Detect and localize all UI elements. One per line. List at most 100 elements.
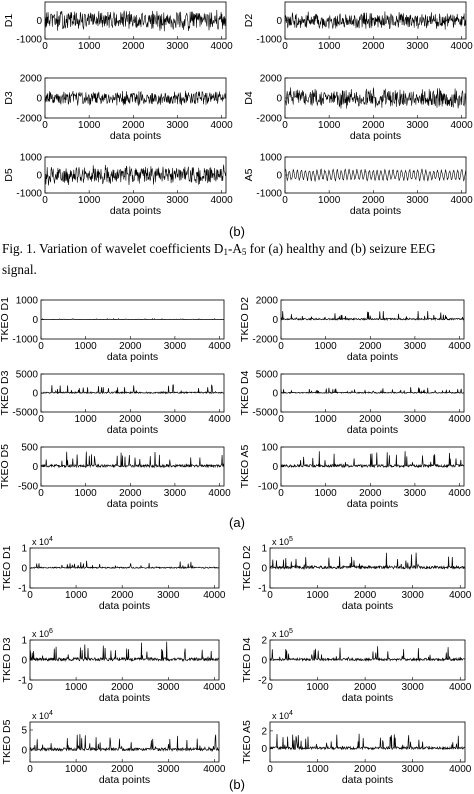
- x-tick-label: 0: [42, 195, 48, 206]
- x-axis-label: data points: [350, 205, 401, 217]
- x-axis-label: data points: [347, 424, 398, 436]
- y-tick-label: -1000: [256, 189, 282, 200]
- signal-trace: [40, 451, 225, 469]
- x-axis-label: data points: [107, 424, 158, 436]
- x-tick-label: 3000: [166, 195, 189, 206]
- x-tick-label: 4000: [448, 414, 471, 425]
- x-axis-label: data points: [342, 774, 393, 786]
- y-tick-label: -500: [18, 482, 38, 493]
- signal-trace: [29, 734, 220, 752]
- y-axis-label: TKEO A5: [241, 720, 253, 764]
- x-tick-label: 1000: [306, 682, 329, 693]
- x-tick-label: 0: [27, 682, 33, 693]
- exponent-value: 4: [49, 536, 53, 543]
- y-tick-label: 0: [36, 16, 42, 27]
- x-tick-label: 2000: [354, 764, 377, 775]
- x-tick-label: 0: [282, 120, 288, 131]
- x-tick-label: 1000: [306, 764, 329, 775]
- y-tick-label: -5000: [252, 408, 278, 419]
- x-tick-label: 0: [278, 341, 284, 352]
- x-axis-label: data points: [342, 600, 393, 612]
- x-tick-label: 1000: [315, 488, 338, 499]
- x-tick-label: 4000: [450, 41, 473, 52]
- x-axis-label: data points: [110, 130, 161, 142]
- x-axis-label: data points: [99, 774, 150, 786]
- x-tick-label: 3000: [157, 682, 180, 693]
- x-tick-label: 2000: [111, 682, 134, 693]
- x-tick-label: 2000: [111, 764, 134, 775]
- x-axis-label: data points: [350, 130, 401, 142]
- y-tick-label: 0: [32, 315, 38, 326]
- x-tick-label: 0: [27, 764, 33, 775]
- x-tick-label: 3000: [402, 590, 425, 601]
- x-tick-label: 3000: [406, 195, 429, 206]
- plot-frame: [29, 721, 220, 763]
- x-tick-label: 0: [42, 120, 48, 131]
- x-axis-label: data points: [347, 351, 398, 363]
- y-tick-label: 0: [276, 171, 282, 182]
- x-tick-label: 3000: [157, 590, 180, 601]
- x-tick-label: 2000: [122, 195, 145, 206]
- exponent-label: x 106: [32, 628, 53, 639]
- x-tick-label: 0: [267, 764, 273, 775]
- x-tick-label: 3000: [404, 414, 427, 425]
- x-tick-label: 2000: [359, 341, 382, 352]
- y-tick-label: -1000: [16, 189, 42, 200]
- x-axis-label: data points: [107, 498, 158, 510]
- y-tick-label: 0: [32, 389, 38, 400]
- y-tick-label: 0: [21, 746, 27, 757]
- caption-text-before: Variation of wavelet coefficients D: [36, 241, 224, 256]
- y-tick-label: 100: [261, 443, 278, 454]
- x-tick-label: 4000: [450, 195, 473, 206]
- y-tick-label: 1000: [260, 153, 283, 164]
- y-tick-label: 1: [261, 544, 267, 555]
- x-tick-label: 0: [38, 414, 44, 425]
- y-axis-label: TKEO D1: [1, 545, 13, 590]
- y-axis-label: D5: [3, 168, 15, 182]
- x-tick-label: 2000: [119, 341, 142, 352]
- y-axis-label: D4: [243, 91, 255, 105]
- signal-trace: [44, 9, 227, 32]
- x-tick-label: 2000: [122, 120, 145, 131]
- y-tick-label: -100: [258, 482, 278, 493]
- y-tick-label: -1: [18, 584, 27, 595]
- x-tick-label: 0: [38, 488, 44, 499]
- y-tick-label: -2000: [252, 335, 278, 346]
- figure-1-caption: Fig. 1. Variation of wavelet coefficient…: [2, 240, 472, 278]
- x-tick-label: 3000: [404, 488, 427, 499]
- x-tick-label: 3000: [164, 341, 187, 352]
- y-axis-label: D1: [3, 14, 15, 28]
- plot-frame: [269, 721, 466, 763]
- y-tick-label: 500: [21, 443, 38, 454]
- y-axis-label: TKEO D4: [239, 370, 251, 415]
- exponent-label: x 104: [272, 710, 293, 721]
- signal-trace: [44, 164, 227, 186]
- caption-prefix: Fig. 1.: [2, 241, 37, 256]
- y-tick-label: 2: [261, 726, 267, 737]
- x-tick-label: 4000: [449, 590, 472, 601]
- exponent-label: x 105: [272, 536, 293, 547]
- x-tick-label: 1000: [65, 764, 88, 775]
- y-tick-label: 1000: [16, 296, 39, 307]
- x-tick-label: 3000: [166, 120, 189, 131]
- chart-panel-b-T6: 0 1000 2000 3000 4000 2 0 data points TKEO A5 x 1…: [241, 710, 472, 786]
- y-tick-label: -2: [258, 676, 267, 687]
- x-axis-label: data points: [99, 600, 150, 612]
- x-tick-label: 4000: [449, 764, 472, 775]
- x-axis-label: data points: [347, 498, 398, 510]
- y-tick-label: 5000: [16, 370, 39, 381]
- x-tick-label: 0: [27, 590, 33, 601]
- signal-trace: [280, 387, 464, 395]
- y-tick-label: -1: [258, 584, 267, 595]
- x-tick-label: 1000: [306, 590, 329, 601]
- y-tick-label: 0: [261, 744, 267, 755]
- y-tick-label: 2: [261, 636, 267, 647]
- exponent-label: x 105: [272, 628, 293, 639]
- x-tick-label: 1000: [315, 414, 338, 425]
- exponent-label: x 104: [32, 536, 53, 547]
